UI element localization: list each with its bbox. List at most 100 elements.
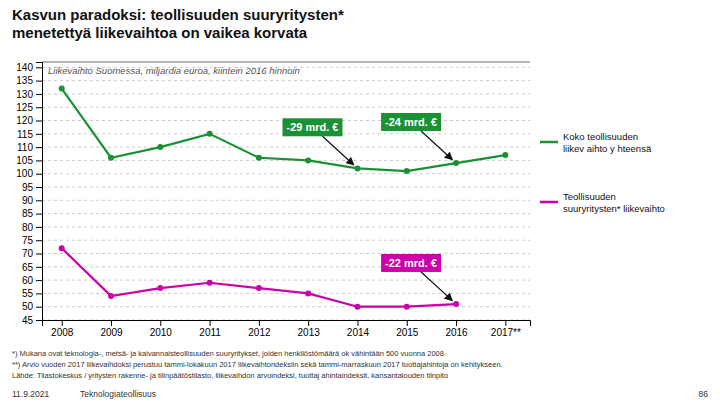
annotation-text: -29 mrd. € — [286, 121, 338, 133]
series-point — [502, 152, 508, 158]
y-tick-mark — [36, 307, 42, 308]
series-point — [256, 285, 262, 291]
annotation: -24 mrd. € — [381, 113, 452, 160]
y-tick-mark — [36, 200, 42, 201]
x-tick-label: 2010 — [150, 327, 173, 338]
y-tick: 110 — [17, 142, 42, 153]
series-point — [207, 131, 213, 137]
footer-right: 86 — [699, 389, 709, 399]
annotation-text: -22 mrd. € — [385, 257, 437, 269]
title-line: menetettyä liikevaihtoa on vaikea korvat… — [12, 24, 308, 41]
grid-line — [42, 187, 530, 188]
footer-center: Teknologiateollisuus — [80, 389, 156, 399]
y-tick: 45 — [22, 315, 42, 326]
grid-line — [42, 293, 530, 294]
series-point — [453, 301, 459, 307]
legend-item: Koko teollisuudenliikev aihto y hteensä — [540, 131, 652, 154]
legend-label: Koko teollisuudenliikev aihto y hteensä — [563, 131, 652, 154]
y-tick: 70 — [22, 248, 42, 259]
y-tick-label: 135 — [16, 75, 33, 86]
legend-label-line: liikev aihto y hteensä — [563, 143, 652, 154]
x-tick-label: 2017** — [491, 327, 521, 338]
x-tick-mark — [62, 320, 63, 326]
y-tick: 95 — [22, 182, 42, 193]
series-point — [404, 168, 410, 174]
x-tick-mark — [259, 320, 260, 326]
legend: Koko teollisuudenliikev aihto y hteensä T… — [540, 131, 665, 214]
x-tick: 2014 — [347, 320, 370, 338]
y-tick-mark — [36, 94, 42, 95]
series-point — [354, 165, 360, 171]
x-axis: 2008200920102011201220132014201520162017… — [43, 320, 531, 338]
series-point — [157, 285, 163, 291]
footer-note: **) Arvio vuoden 2017 liikevaihdoksi per… — [12, 360, 503, 369]
series-point — [305, 157, 311, 163]
y-axis: 4550556065707580859095100105110115120125… — [16, 62, 42, 326]
annotation-box — [381, 254, 441, 272]
y-tick-label: 115 — [17, 129, 33, 140]
annotation: -29 mrd. € — [282, 118, 353, 165]
x-tick-mark — [357, 320, 358, 326]
y-tick-mark — [36, 67, 42, 68]
y-tick-label: 80 — [22, 222, 34, 233]
series-point — [207, 280, 213, 286]
series-point — [108, 155, 114, 161]
x-tick: 2012 — [248, 320, 271, 338]
y-tick: 140 — [16, 62, 42, 73]
grid-line — [42, 80, 530, 81]
y-tick-mark — [36, 187, 42, 188]
y-tick-mark — [36, 280, 42, 281]
x-tick-label: 2012 — [248, 327, 271, 338]
legend-item: Teollisuudensuuryritysten* liikevaihto — [540, 191, 665, 214]
series-point — [305, 290, 311, 296]
y-tick-label: 55 — [22, 288, 34, 299]
grid-line — [42, 280, 530, 281]
grid-line — [42, 200, 530, 201]
y-tick-mark — [36, 267, 42, 268]
series-point — [256, 155, 262, 161]
title-line: Kasvun paradoksi: teollisuuden suuryrity… — [12, 6, 344, 23]
y-tick-label: 45 — [22, 315, 34, 326]
footer-note: *) Mukana ovat teknologia-, metsä- ja ka… — [12, 349, 446, 358]
x-tick-mark — [456, 320, 457, 326]
legend-swatch — [540, 201, 558, 204]
y-tick-label: 140 — [16, 62, 33, 73]
y-tick-mark — [36, 174, 42, 175]
data-layer — [59, 86, 509, 310]
annotations: -29 mrd. € -24 mrd. € -22 mrd. € — [282, 113, 452, 301]
grid-line — [42, 266, 530, 267]
x-tick-label: 2014 — [347, 327, 370, 338]
x-axis-line — [43, 321, 531, 327]
series-point — [157, 144, 163, 150]
grid-line — [42, 93, 530, 94]
y-tick-mark — [36, 81, 42, 82]
plot: 4550556065707580859095100105110115120125… — [16, 62, 530, 338]
y-tick: 100 — [16, 168, 42, 179]
grid-line — [42, 226, 530, 227]
x-tick-label: 2015 — [396, 327, 419, 338]
series-point — [59, 245, 65, 251]
series-line — [62, 89, 506, 171]
y-tick-mark — [36, 227, 42, 228]
grid-line — [42, 173, 530, 174]
y-tick: 55 — [22, 288, 42, 299]
series-point — [453, 160, 459, 166]
y-tick-label: 85 — [22, 208, 34, 219]
y-tick-label: 105 — [16, 155, 33, 166]
x-tick-mark — [505, 320, 506, 326]
legend-swatch — [540, 141, 558, 144]
y-tick: 125 — [16, 102, 42, 113]
annotation-arrow — [421, 272, 452, 301]
x-tick: 2013 — [298, 320, 321, 338]
grid-line — [42, 107, 530, 108]
y-axis-line — [36, 63, 43, 321]
y-tick-label: 75 — [22, 235, 34, 246]
x-tick-label: 2009 — [100, 327, 123, 338]
y-tick-label: 125 — [16, 102, 33, 113]
chart-root: Kasvun paradoksi: teollisuuden suuryrity… — [0, 0, 720, 405]
x-tick-label: 2008 — [51, 327, 74, 338]
y-tick: 130 — [16, 89, 42, 100]
y-tick: 115 — [17, 129, 42, 140]
y-tick-mark — [36, 134, 42, 135]
x-tick-label: 2013 — [298, 327, 321, 338]
